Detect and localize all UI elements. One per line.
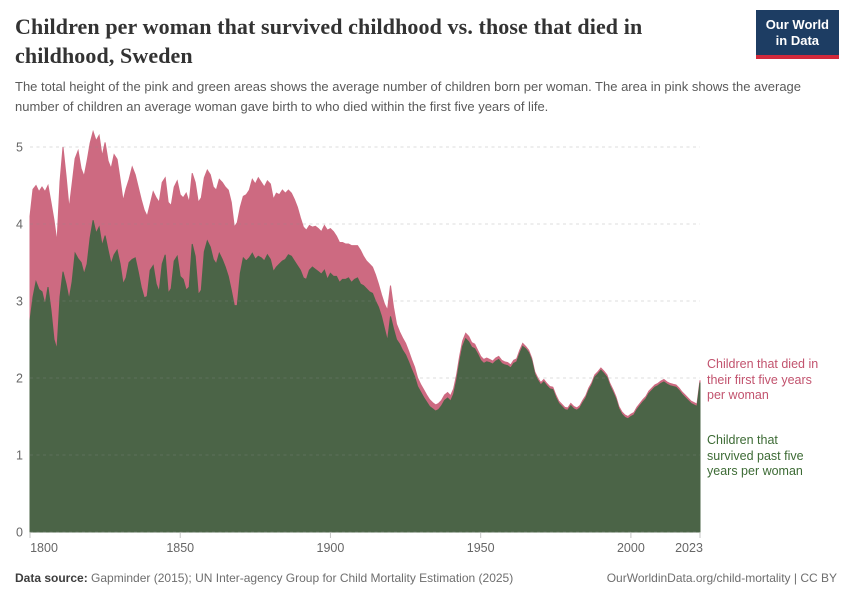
- x-tick-label: 1900: [317, 541, 345, 555]
- data-source-text: Gapminder (2015); UN Inter-agency Group …: [87, 571, 514, 585]
- x-tick-label: 1850: [166, 541, 194, 555]
- owid-logo-line2: in Data: [775, 33, 820, 49]
- data-source-note: Data source: Gapminder (2015); UN Inter-…: [15, 571, 513, 585]
- chart-subtitle: The total height of the pink and green a…: [15, 79, 802, 114]
- x-tick-label: 1800: [30, 541, 58, 555]
- y-tick-label: 0: [16, 526, 23, 540]
- y-tick-label: 1: [16, 449, 23, 463]
- series-label-died: Children that died in their first five y…: [707, 357, 819, 402]
- series-label-survived: Children that survived past five years p…: [707, 433, 804, 478]
- owid-logo: Our World in Data: [755, 10, 839, 59]
- data-source-prefix: Data source:: [15, 571, 88, 585]
- page-title: Children per woman that survived childho…: [15, 14, 643, 69]
- y-tick-label: 2: [16, 372, 23, 386]
- owid-link-and-license: OurWorldinData.org/child-mortality | CC …: [606, 571, 837, 585]
- x-tick-label: 2023: [675, 541, 703, 555]
- y-tick-label: 4: [16, 218, 23, 232]
- x-tick-label: 2000: [617, 541, 645, 555]
- area-children-survived: [29, 220, 701, 533]
- y-tick-label: 3: [16, 295, 23, 309]
- x-tick-label: 1950: [467, 541, 495, 555]
- y-tick-label: 5: [16, 141, 23, 155]
- owid-logo-line1: Our World: [765, 17, 829, 32]
